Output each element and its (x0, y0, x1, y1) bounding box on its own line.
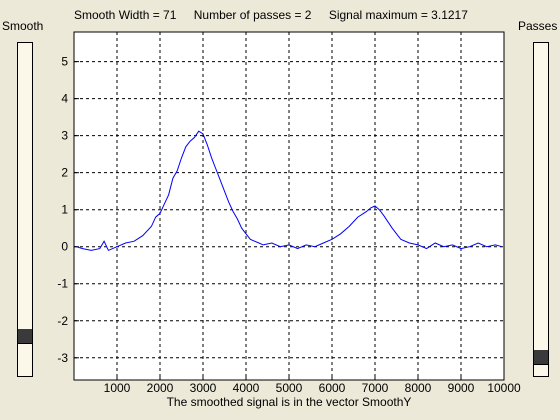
passes-slider-divider (534, 364, 548, 365)
x-tick-label: 7000 (362, 381, 389, 395)
signal-line (76, 130, 503, 252)
y-tick-label: 4 (61, 92, 68, 106)
x-axis-label: The smoothed signal is in the vector Smo… (166, 395, 412, 409)
x-tick-label: 5000 (276, 381, 303, 395)
x-tick-label: 10000 (487, 381, 521, 395)
y-tick-label: 3 (61, 129, 68, 143)
x-tick-label: 6000 (319, 381, 346, 395)
signal-maximum-readout: Signal maximum = 3.1217 (328, 8, 468, 22)
x-tick-label: 9000 (448, 381, 475, 395)
number-of-passes-readout: Number of passes = 2 (193, 8, 312, 22)
smooth-slider[interactable] (17, 42, 33, 377)
y-tick-label: 1 (61, 203, 68, 217)
y-tick-label: -2 (57, 314, 68, 328)
passes-slider-label: Passes (518, 19, 558, 33)
y-tick-label: 5 (61, 55, 68, 69)
passes-slider[interactable] (533, 42, 549, 377)
smooth-slider-thumb[interactable] (18, 329, 32, 343)
y-tick-label: -3 (57, 351, 68, 365)
passes-slider-thumb[interactable] (534, 350, 548, 364)
x-tick-label: 3000 (190, 381, 217, 395)
x-tick-label: 2000 (147, 381, 174, 395)
y-tick-label: -1 (57, 277, 68, 291)
x-tick-label: 1000 (104, 381, 131, 395)
x-tick-label: 4000 (233, 381, 260, 395)
smooth-slider-divider (18, 343, 32, 344)
plot-title: Smooth Width = 71 Number of passes = 2 S… (74, 8, 504, 22)
smooth-slider-label: Smooth (2, 19, 44, 33)
smooth-width-readout: Smooth Width = 71 (74, 8, 177, 22)
y-tick-label: 0 (61, 240, 68, 254)
x-tick-label: 8000 (405, 381, 432, 395)
y-tick-label: 2 (61, 166, 68, 180)
